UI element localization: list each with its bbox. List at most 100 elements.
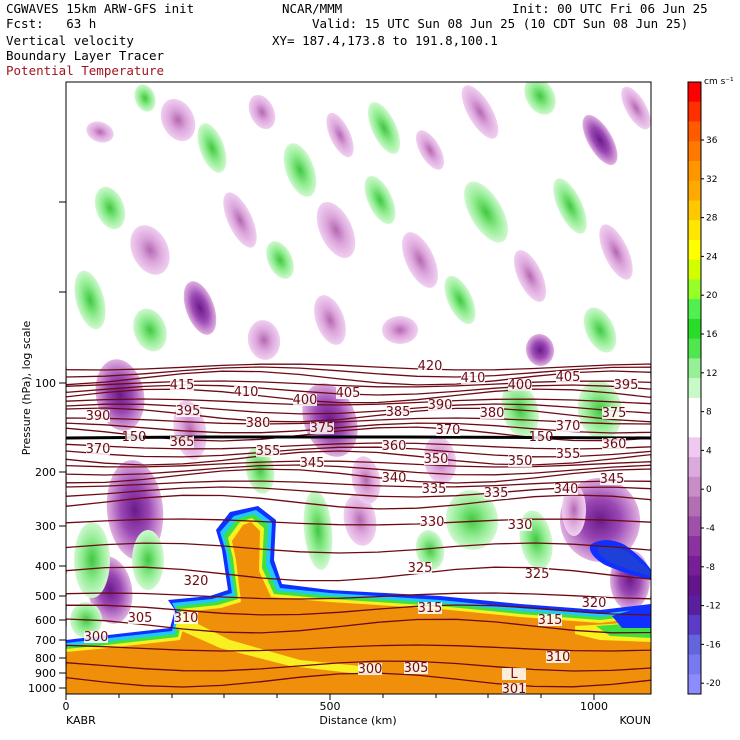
contour-label-bg	[84, 631, 108, 643]
field-label-boundary-layer-tracer: Boundary Layer Tracer	[6, 48, 165, 63]
colorbar-label: 32	[706, 175, 717, 185]
y-axis-label: Pressure (hPa), log scale	[20, 321, 33, 456]
colorbar-swatch	[688, 615, 701, 636]
contour-label: 405	[336, 386, 361, 401]
contour-label-bg	[128, 612, 152, 624]
y-tick-label: 600	[35, 614, 56, 627]
forecast-hour: Fcst: 63 h	[6, 16, 97, 31]
left-station-label: KABR	[66, 714, 96, 727]
y-tick-label: 900	[35, 667, 56, 680]
colorbar-swatch	[688, 516, 701, 537]
contour-label-bg	[614, 379, 638, 391]
contour-label: 400	[293, 393, 318, 408]
contour-label: 335	[422, 482, 447, 497]
contour-line	[66, 366, 651, 378]
valid-time: Valid: 15 UTC Sun 08 Jun 25 (10 CDT Sun …	[312, 16, 689, 31]
init-time: Init: 00 UTC Fri 06 Jun 25	[512, 1, 708, 16]
colorbar-label: -20	[706, 679, 721, 689]
contour-line	[66, 388, 651, 404]
contour-label: 410	[234, 385, 259, 400]
thick-contour-line	[66, 435, 651, 440]
colorbar-swatch	[688, 82, 701, 103]
velocity-blob	[314, 295, 346, 345]
boundary-layer-tracer	[66, 506, 651, 694]
contour-line	[66, 450, 651, 466]
contour-label: 315	[418, 601, 443, 616]
colorbar-label: 28	[706, 214, 718, 224]
contour-label-bg	[424, 453, 448, 465]
y-tick-label: 1000	[28, 682, 56, 695]
contour-label: 405	[556, 370, 581, 385]
contour-label: 330	[420, 515, 445, 530]
contour-label-bg	[418, 602, 442, 614]
contour-label: 320	[582, 596, 607, 611]
contour-line	[66, 486, 651, 498]
velocity-blob	[248, 94, 276, 130]
velocity-blob	[94, 186, 126, 230]
x-tick-label: 0	[63, 700, 70, 713]
contour-label: 301	[502, 682, 527, 697]
contour-label: 395	[614, 378, 639, 393]
contour-line	[66, 494, 651, 510]
y-tick-label: 700	[35, 634, 56, 647]
colorbar-unit: cm s⁻¹	[704, 77, 734, 87]
contour-label: 310	[546, 650, 571, 665]
contour-label-bg	[170, 379, 194, 391]
contour-label-bg	[556, 371, 580, 383]
contour-label: 300	[84, 630, 109, 645]
contour-label-bg	[461, 372, 485, 384]
contour-label-bg	[556, 420, 580, 432]
velocity-blob	[247, 320, 281, 360]
velocity-blob	[599, 224, 633, 280]
y-tick-label: 400	[35, 560, 56, 573]
contour-label-bg	[310, 422, 334, 434]
colorbar-swatch	[688, 496, 701, 517]
contour-label-bg	[184, 575, 208, 587]
contour-label-bg	[386, 406, 410, 418]
contour-label: 345	[300, 456, 325, 471]
contour-label: 150	[122, 430, 147, 445]
colorbar-label: 0	[706, 485, 712, 495]
colorbar-label: 24	[706, 252, 718, 262]
contour-label-bg	[170, 436, 194, 448]
contour-label: 345	[600, 472, 625, 487]
contour-label-bg	[538, 614, 562, 626]
contour-line	[66, 363, 651, 371]
distance-axis: 0 500 1000	[63, 694, 608, 713]
contour-label-bg	[525, 568, 549, 580]
velocity-blob	[553, 178, 587, 234]
velocity-blob	[133, 308, 167, 352]
velocity-blob	[461, 85, 499, 139]
contour-label: 350	[508, 454, 533, 469]
y-tick-label: 100	[35, 377, 56, 390]
field-label-vertical-velocity: Vertical velocity	[6, 33, 134, 48]
y-tick-label: 800	[35, 652, 56, 665]
contour-label-bg	[502, 668, 526, 680]
contour-label: 380	[246, 416, 271, 431]
x-tick-label: 500	[320, 700, 341, 713]
contour-label-bg	[408, 562, 432, 574]
velocity-blob	[525, 334, 555, 366]
contour-line	[66, 566, 651, 582]
contour-label-bg	[508, 519, 532, 531]
velocity-blob	[316, 201, 356, 259]
velocity-blob	[582, 115, 618, 165]
contour-label: 355	[556, 447, 581, 462]
y-tick-label: 300	[35, 520, 56, 533]
colorbar-swatch	[688, 358, 701, 379]
contour-label: 320	[184, 574, 209, 589]
colorbar-frame	[687, 81, 702, 695]
colorbar-swatch	[688, 338, 701, 359]
velocity-blob	[130, 225, 170, 275]
contour-label-bg	[480, 407, 504, 419]
contour-label-bg	[428, 399, 452, 411]
contour-label-bg	[582, 597, 606, 609]
velocity-blob	[74, 270, 106, 330]
contour-label-bg	[256, 445, 280, 457]
contour-label: 305	[128, 611, 153, 626]
contour-label-bg	[336, 387, 360, 399]
velocity-blob	[402, 232, 438, 288]
velocity-blob	[583, 307, 617, 353]
contour-label: 150	[529, 430, 554, 445]
contour-line	[66, 468, 651, 484]
